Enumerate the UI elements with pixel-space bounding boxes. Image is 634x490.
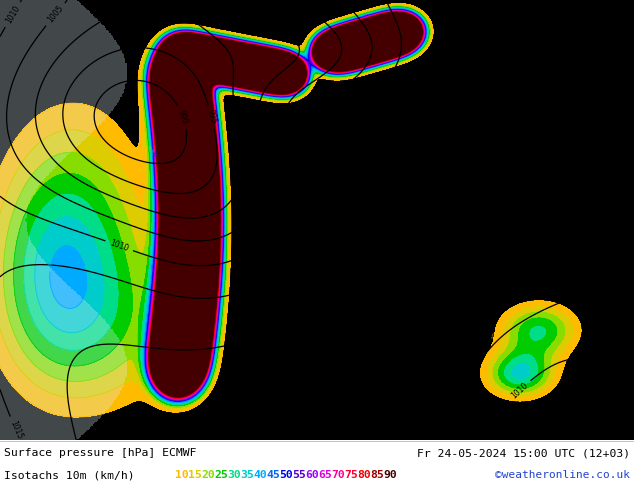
Text: 1005: 1005 [46, 4, 65, 24]
Text: 1015: 1015 [8, 419, 23, 441]
Text: 30: 30 [105, 239, 112, 246]
Text: 60: 60 [305, 470, 319, 480]
Text: 1020: 1020 [607, 0, 627, 16]
Text: 20: 20 [145, 145, 150, 152]
Text: 55: 55 [292, 470, 306, 480]
Text: 40: 40 [48, 260, 55, 268]
Text: 1025: 1025 [389, 97, 408, 117]
Text: 20: 20 [496, 352, 505, 361]
Text: Fr 24-05-2024 15:00 UTC (12+03): Fr 24-05-2024 15:00 UTC (12+03) [417, 448, 630, 458]
Text: 1010: 1010 [108, 238, 130, 253]
Text: 995: 995 [205, 109, 217, 125]
Text: 1010: 1010 [510, 381, 530, 400]
Text: 1030: 1030 [425, 116, 443, 137]
Text: 30: 30 [147, 147, 153, 155]
Text: Surface pressure [hPa] ECMWF: Surface pressure [hPa] ECMWF [4, 448, 197, 458]
Text: 990: 990 [176, 109, 190, 125]
Text: 45: 45 [266, 470, 280, 480]
Text: 1015: 1015 [327, 82, 347, 101]
Text: 1020: 1020 [320, 208, 330, 228]
Text: 15: 15 [188, 470, 202, 480]
Text: 60: 60 [363, 13, 371, 20]
Text: 1000: 1000 [231, 117, 243, 137]
Text: 10: 10 [491, 331, 498, 339]
Text: 10: 10 [175, 470, 189, 480]
Text: 25: 25 [214, 470, 228, 480]
Text: 65: 65 [318, 470, 332, 480]
Text: 75: 75 [344, 470, 358, 480]
Text: 85: 85 [370, 470, 384, 480]
Text: 50: 50 [150, 149, 156, 157]
Text: 1010: 1010 [4, 4, 22, 25]
Text: 1015: 1015 [461, 364, 479, 385]
Text: 10: 10 [136, 104, 142, 112]
Text: 1020: 1020 [337, 427, 359, 444]
Text: 40: 40 [150, 259, 155, 266]
Text: 30: 30 [227, 470, 241, 480]
Text: 20: 20 [201, 470, 215, 480]
Text: 30: 30 [509, 355, 517, 364]
Text: 50: 50 [279, 470, 293, 480]
Text: 40: 40 [253, 470, 267, 480]
Text: 90: 90 [383, 470, 397, 480]
Text: 80: 80 [357, 470, 371, 480]
Text: 60: 60 [152, 263, 157, 270]
Text: 70: 70 [331, 470, 345, 480]
Text: Isotachs 10m (km/h): Isotachs 10m (km/h) [4, 470, 134, 480]
Text: 35: 35 [240, 470, 254, 480]
Text: 30: 30 [540, 332, 548, 341]
Text: ©weatheronline.co.uk: ©weatheronline.co.uk [495, 470, 630, 480]
